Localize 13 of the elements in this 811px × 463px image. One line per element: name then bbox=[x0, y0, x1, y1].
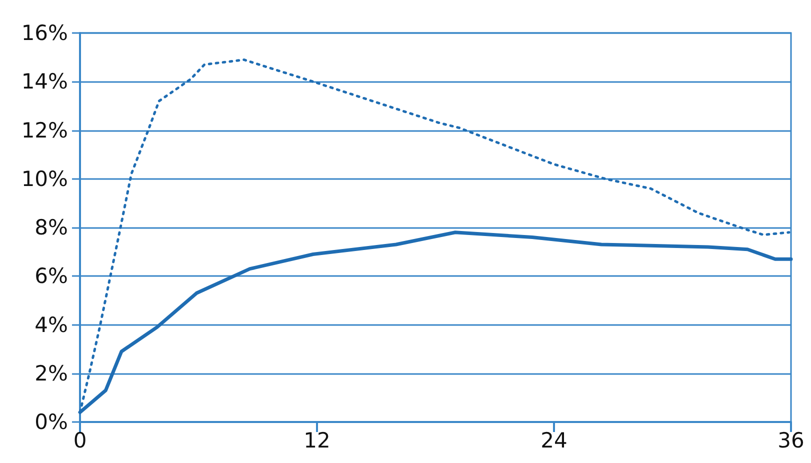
x-tick-label: 24 bbox=[540, 428, 568, 452]
y-tick-label: 14% bbox=[21, 70, 68, 94]
y-tick-label: 6% bbox=[34, 264, 68, 288]
y-tick-label: 16% bbox=[21, 21, 68, 45]
y-tick-label: 0% bbox=[34, 410, 68, 434]
x-tick-label: 12 bbox=[304, 428, 330, 452]
x-tick-label: 0 bbox=[73, 428, 87, 452]
y-tick-label: 12% bbox=[21, 118, 68, 142]
x-tick-label: 36 bbox=[778, 428, 804, 452]
y-tick-label: 2% bbox=[34, 361, 68, 386]
y-tick-label: 10% bbox=[21, 166, 68, 191]
y-tick-label: 4% bbox=[34, 312, 68, 337]
y-tick-label: 8% bbox=[34, 216, 68, 240]
